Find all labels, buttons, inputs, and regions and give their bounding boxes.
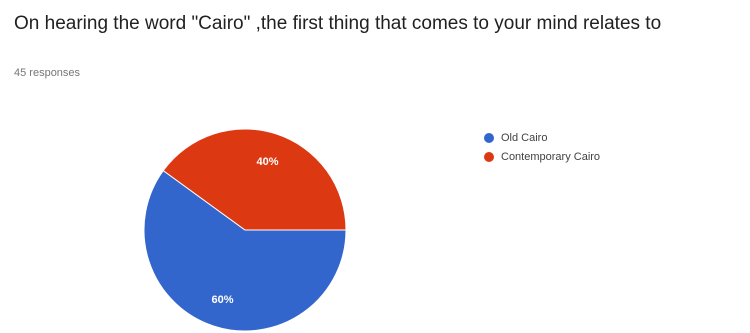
pie-label-contemporary-cairo: 40%: [256, 156, 278, 168]
legend-swatch-contemporary-cairo: [484, 151, 494, 162]
pie-label-old-cairo: 60%: [212, 294, 234, 306]
response-count: 45 responses: [14, 67, 81, 79]
legend-swatch-old-cairo: [484, 132, 494, 143]
pie-slice-contemporary-cairo[interactable]: [162, 128, 347, 231]
chart-legend: Old Cairo Contemporary Cairo: [484, 128, 600, 166]
legend-item-contemporary-cairo[interactable]: Contemporary Cairo: [484, 147, 600, 166]
legend-label-contemporary-cairo: Contemporary Cairo: [501, 150, 601, 163]
pie-slice-old-cairo[interactable]: [143, 169, 347, 332]
legend-label-old-cairo: Old Cairo: [501, 131, 548, 144]
legend-item-old-cairo[interactable]: Old Cairo: [484, 128, 600, 147]
question-title: On hearing the word "Cairo" ,the first t…: [14, 13, 662, 34]
